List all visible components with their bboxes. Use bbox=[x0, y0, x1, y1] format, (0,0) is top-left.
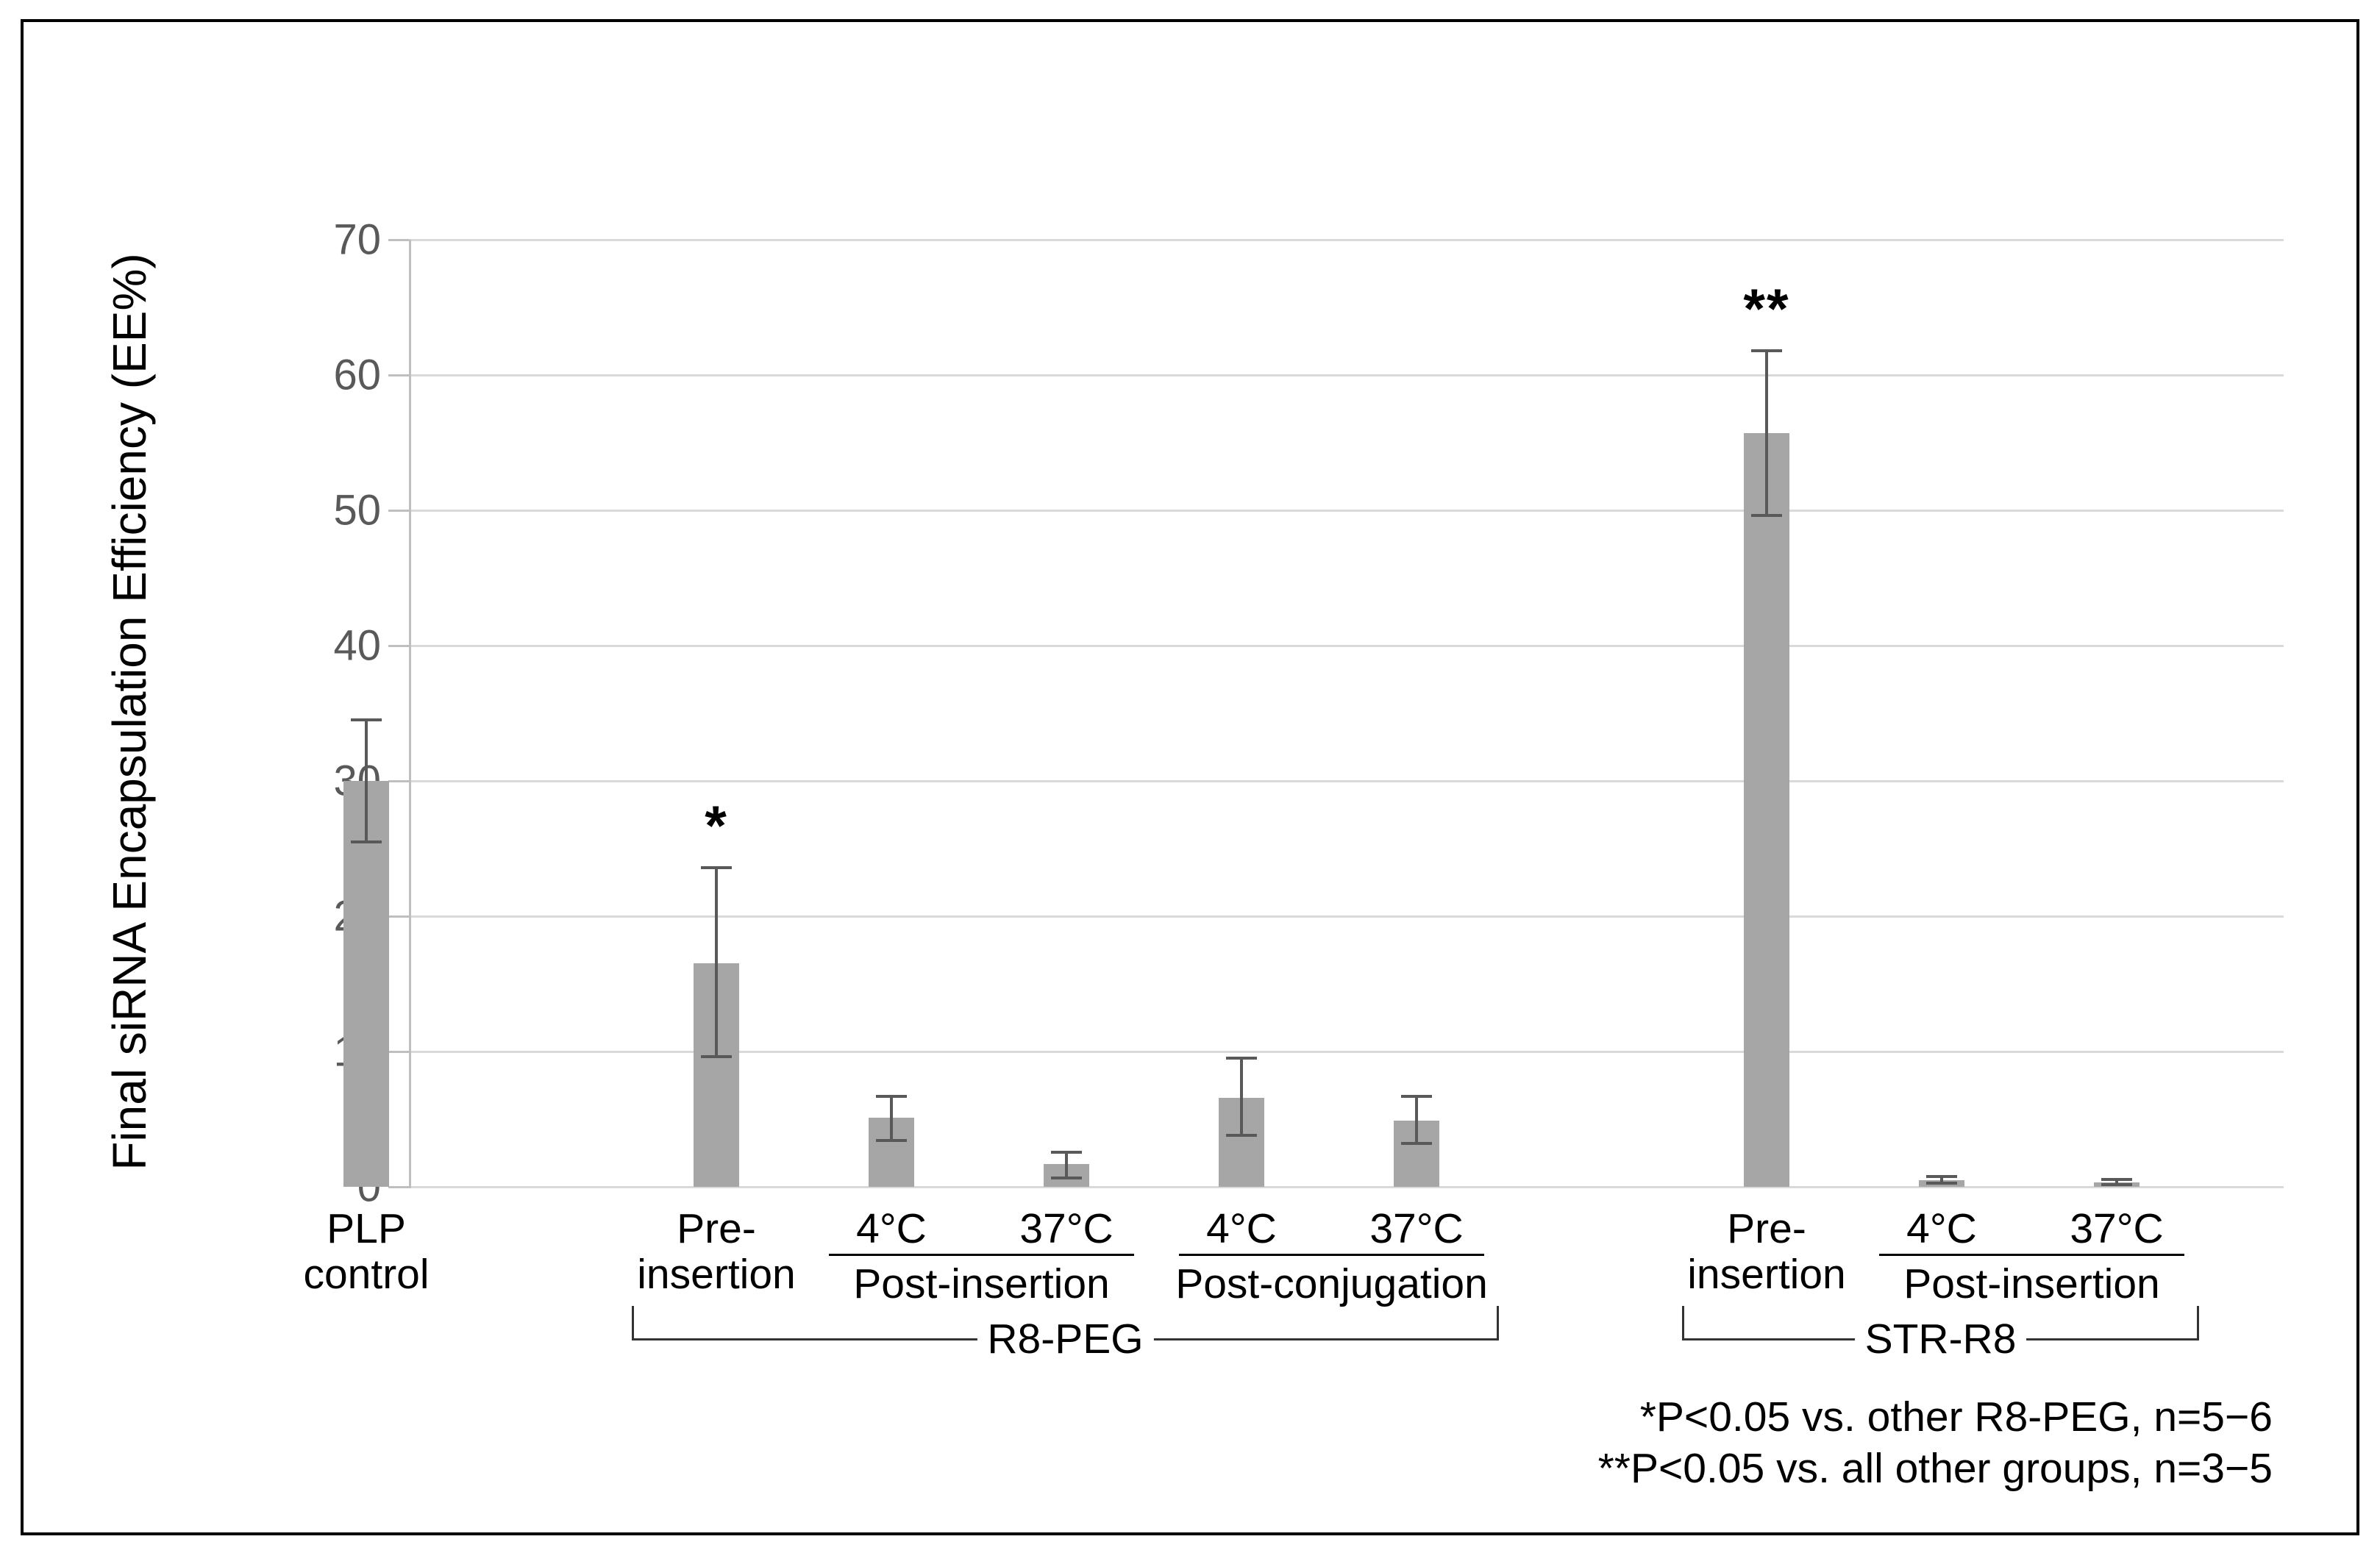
y-tick-label: 60 bbox=[333, 351, 381, 399]
gridline bbox=[409, 1051, 2284, 1053]
y-axis-tick bbox=[388, 510, 409, 512]
category-label-line: Pre- bbox=[677, 1205, 756, 1252]
category-label: 4°C bbox=[1206, 1206, 1277, 1252]
error-bar bbox=[1240, 1058, 1243, 1136]
y-tick-label: 50 bbox=[333, 486, 381, 535]
subgroup-label: Post-insertion bbox=[853, 1260, 1110, 1307]
error-bar-cap-bottom bbox=[876, 1139, 907, 1143]
error-bar-cap-bottom bbox=[1401, 1142, 1432, 1146]
error-bar bbox=[365, 720, 368, 842]
error-bar bbox=[1765, 350, 1768, 516]
error-bar-cap-bottom bbox=[2101, 1183, 2132, 1187]
gridline bbox=[409, 915, 2284, 918]
y-axis-tick bbox=[388, 374, 409, 376]
error-bar-cap-bottom bbox=[1226, 1134, 1257, 1138]
group-bracket-tick-left bbox=[1682, 1306, 1684, 1338]
group-bracket-label: R8-PEG bbox=[977, 1315, 1154, 1363]
category-label: 4°C bbox=[1906, 1206, 1977, 1252]
gridline bbox=[409, 780, 2284, 782]
subgroup-label: Post-conjugation bbox=[1175, 1260, 1488, 1307]
significance-star: ** bbox=[1743, 277, 1790, 340]
y-axis-line bbox=[409, 240, 411, 1188]
error-bar bbox=[1065, 1152, 1068, 1179]
group-bracket-tick-right bbox=[1497, 1306, 1499, 1338]
category-label-line: insertion bbox=[1687, 1251, 1846, 1298]
y-axis-tick bbox=[388, 645, 409, 647]
error-bar bbox=[2115, 1179, 2118, 1185]
error-bar-cap-top bbox=[351, 718, 382, 722]
figure-border bbox=[21, 19, 2359, 1535]
category-label-line: 4°C bbox=[1206, 1205, 1277, 1252]
error-bar bbox=[890, 1096, 893, 1141]
category-label-line: 37°C bbox=[1369, 1205, 1464, 1252]
y-axis-title: Final siRNA Encapsulation Efficiency (EE… bbox=[103, 253, 156, 1171]
gridline bbox=[409, 510, 2284, 512]
y-axis-tick bbox=[388, 780, 409, 782]
error-bar-cap-top bbox=[1926, 1175, 1957, 1179]
group-bracket-tick-right bbox=[2197, 1306, 2199, 1338]
error-bar-cap-bottom bbox=[1051, 1177, 1082, 1180]
gridline bbox=[409, 374, 2284, 376]
significance-star: * bbox=[705, 794, 728, 857]
bar bbox=[1744, 433, 1789, 1187]
category-label: 37°C bbox=[1369, 1206, 1463, 1252]
y-tick-label: 40 bbox=[333, 621, 381, 670]
subgroup-underline bbox=[829, 1254, 1134, 1256]
category-label-line: 37°C bbox=[2070, 1205, 2164, 1252]
error-bar bbox=[1940, 1177, 1943, 1184]
bar bbox=[343, 781, 389, 1187]
category-label: PLP control bbox=[303, 1206, 429, 1297]
error-bar-cap-bottom bbox=[701, 1055, 732, 1059]
error-bar-cap-top bbox=[1751, 349, 1782, 352]
category-label-line: 4°C bbox=[1906, 1205, 1977, 1252]
y-tick-label: 70 bbox=[333, 215, 381, 264]
subgroup-label: Post-insertion bbox=[1903, 1260, 2160, 1307]
error-bar-cap-bottom bbox=[1751, 514, 1782, 518]
y-axis-tick bbox=[388, 1186, 409, 1188]
footnote-line: *P<0.05 vs. other R8-PEG, n=5−6 bbox=[1639, 1393, 2273, 1440]
category-label: Pre-insertion bbox=[637, 1206, 795, 1297]
category-label-line: insertion bbox=[637, 1251, 796, 1298]
subgroup-underline bbox=[1879, 1254, 2184, 1256]
error-bar-cap-top bbox=[1226, 1057, 1257, 1060]
category-label: 37°C bbox=[1019, 1206, 1113, 1252]
category-label-line: 37°C bbox=[1019, 1205, 1114, 1252]
subgroup-underline bbox=[1179, 1254, 1484, 1256]
gridline bbox=[409, 1186, 2284, 1188]
footnote-line: **P<0.05 vs. all other groups, n=3−5 bbox=[1597, 1445, 2273, 1492]
group-bracket-tick-left bbox=[632, 1306, 634, 1338]
footnotes: *P<0.05 vs. other R8-PEG, n=5−6 **P<0.05… bbox=[1598, 1391, 2273, 1494]
gridline bbox=[409, 239, 2284, 241]
error-bar-cap-bottom bbox=[351, 840, 382, 843]
error-bar-cap-bottom bbox=[1926, 1182, 1957, 1185]
group-bracket-label: STR-R8 bbox=[1854, 1315, 2027, 1363]
category-label: Pre-insertion bbox=[1687, 1206, 1845, 1297]
error-bar-cap-top bbox=[1051, 1151, 1082, 1154]
category-label-line: 4°C bbox=[856, 1205, 927, 1252]
category-label: 37°C bbox=[2070, 1206, 2163, 1252]
y-axis-tick bbox=[388, 1051, 409, 1053]
error-bar-cap-top bbox=[2101, 1177, 2132, 1181]
y-axis-tick bbox=[388, 915, 409, 918]
y-axis-tick bbox=[388, 239, 409, 241]
category-label: 4°C bbox=[856, 1206, 927, 1252]
category-label-line: PLP bbox=[327, 1205, 406, 1252]
error-bar bbox=[1415, 1096, 1418, 1144]
error-bar-cap-top bbox=[876, 1094, 907, 1098]
gridline bbox=[409, 645, 2284, 647]
category-label-line: Pre- bbox=[1727, 1205, 1806, 1252]
error-bar-cap-top bbox=[701, 865, 732, 869]
category-label-line: control bbox=[303, 1251, 430, 1298]
error-bar bbox=[715, 867, 718, 1057]
error-bar-cap-top bbox=[1401, 1094, 1432, 1098]
